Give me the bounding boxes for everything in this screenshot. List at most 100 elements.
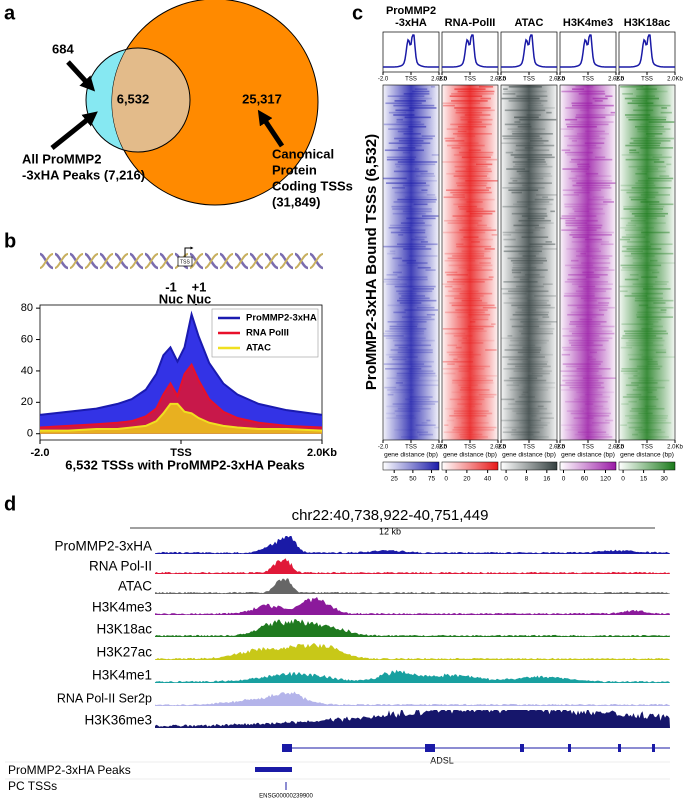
heatmap-stripe bbox=[510, 177, 544, 180]
heatmap-stripe bbox=[459, 198, 495, 201]
x-tick-label: TSS bbox=[170, 447, 191, 459]
heatmap-stripe bbox=[512, 410, 540, 412]
colorbar-tick-label: 25 bbox=[391, 476, 399, 483]
heatmap-stripe bbox=[628, 426, 643, 429]
heatmap-stripe bbox=[455, 309, 488, 311]
heatmap-stripe bbox=[387, 389, 414, 391]
heatmap-stripe bbox=[479, 262, 491, 264]
column-title: H3K18ac bbox=[624, 17, 670, 29]
x-tick-label: TSS bbox=[523, 445, 535, 451]
heatmap-stripe bbox=[504, 349, 542, 351]
heatmap-stripe bbox=[394, 163, 436, 166]
heatmap-stripe bbox=[503, 368, 543, 370]
heatmap-stripe bbox=[576, 250, 601, 253]
heatmap-stripe bbox=[640, 201, 660, 203]
heatmap-stripe bbox=[636, 88, 657, 90]
heatmap-stripe bbox=[445, 189, 490, 191]
heatmap-stripe bbox=[478, 86, 494, 88]
heatmap-stripe bbox=[394, 410, 421, 412]
heatmap-stripe bbox=[508, 344, 536, 347]
heatmap-stripe bbox=[565, 400, 608, 403]
heatmap-stripe bbox=[624, 114, 651, 116]
heatmap-stripe bbox=[566, 248, 600, 250]
heatmap-stripe bbox=[644, 405, 657, 408]
heatmap-stripe bbox=[507, 128, 546, 130]
heatmap-stripe bbox=[623, 330, 667, 332]
heatmap-stripe bbox=[409, 396, 433, 398]
heatmap-stripe bbox=[444, 311, 485, 314]
colorbar bbox=[618, 461, 676, 471]
heatmap-stripe bbox=[396, 323, 419, 325]
heatmap-stripe bbox=[635, 182, 654, 184]
heatmap-stripe bbox=[460, 116, 480, 119]
heatmap-stripe bbox=[398, 147, 416, 149]
legend-label: ATAC bbox=[246, 343, 271, 354]
heatmap-stripe bbox=[565, 118, 578, 121]
heatmap-stripe bbox=[568, 212, 605, 215]
heatmap-stripe bbox=[502, 205, 528, 208]
heatmap-stripe bbox=[472, 375, 498, 377]
heatmap-stripe bbox=[509, 377, 538, 379]
heatmap-stripe bbox=[406, 262, 428, 264]
heatmap-stripe bbox=[534, 227, 546, 229]
heatmap-stripe bbox=[586, 316, 597, 318]
heatmap-stripe bbox=[666, 163, 672, 166]
heatmap-stripe bbox=[399, 384, 439, 387]
heatmap-stripe bbox=[605, 419, 614, 422]
heatmap-stripe bbox=[518, 330, 554, 332]
heatmap-stripe bbox=[505, 151, 514, 154]
heatmap-stripe bbox=[448, 290, 479, 293]
heatmap-stripe bbox=[570, 170, 588, 173]
heatmap-stripe bbox=[445, 295, 484, 297]
heatmap-stripe bbox=[512, 266, 537, 269]
heatmap-stripe bbox=[396, 121, 421, 123]
heatmap-stripe bbox=[394, 137, 433, 140]
heatmap-stripe bbox=[401, 295, 426, 297]
heatmap-stripe bbox=[629, 274, 639, 276]
heatmap-stripe bbox=[622, 245, 652, 248]
heatmap-stripe bbox=[459, 433, 483, 436]
heatmap-stripe bbox=[636, 95, 655, 97]
heatmap-stripe bbox=[520, 321, 557, 323]
heatmap-stripe bbox=[396, 375, 437, 377]
heatmap-stripe bbox=[575, 290, 606, 293]
heatmap-stripe bbox=[638, 180, 672, 182]
heatmap-stripe bbox=[619, 238, 631, 241]
heatmap-stripe bbox=[397, 198, 437, 201]
heatmap-stripe bbox=[534, 198, 554, 201]
heatmap-stripe bbox=[501, 398, 515, 401]
heatmap-stripe bbox=[648, 121, 675, 123]
heatmap-stripe bbox=[447, 363, 455, 365]
heatmap-stripe bbox=[539, 417, 554, 419]
heatmap-stripe bbox=[449, 398, 485, 401]
heatmap-stripe bbox=[572, 104, 614, 107]
heatmap-stripe bbox=[412, 318, 435, 321]
heatmap-stripe bbox=[508, 182, 552, 184]
line bbox=[39, 362, 323, 429]
x-axis-label: 6,532 TSSs with ProMMP2-3xHA Peaks bbox=[65, 457, 304, 472]
heatmap-stripe bbox=[582, 337, 613, 340]
heatmap-stripe bbox=[467, 121, 482, 123]
heatmap-stripe bbox=[545, 241, 552, 243]
heatmap bbox=[382, 84, 440, 441]
heatmap-stripe bbox=[386, 182, 427, 184]
heatmap-stripe bbox=[393, 114, 415, 116]
heatmap-stripe bbox=[568, 177, 578, 180]
x-tick-label: 2.0Kb bbox=[431, 77, 447, 83]
heatmap-stripe bbox=[458, 339, 495, 342]
arrow bbox=[50, 111, 98, 150]
colorbar bbox=[500, 461, 558, 471]
colorbar-tick-label: 60 bbox=[581, 476, 589, 483]
heatmap-stripe bbox=[458, 205, 477, 208]
heatmap-stripe bbox=[562, 328, 602, 330]
heatmap-stripe bbox=[628, 118, 667, 121]
heatmap-stripe bbox=[389, 328, 427, 330]
heatmap-stripe bbox=[573, 417, 594, 419]
heatmap-stripe bbox=[501, 97, 540, 100]
arrow bbox=[257, 109, 285, 148]
heatmap-stripe bbox=[570, 412, 611, 415]
y-tick-label: 40 bbox=[21, 365, 33, 377]
track-name: ProMMP2-3xHA bbox=[54, 539, 152, 554]
heatmap-stripe bbox=[592, 257, 610, 260]
heatmap-stripe bbox=[594, 156, 606, 159]
